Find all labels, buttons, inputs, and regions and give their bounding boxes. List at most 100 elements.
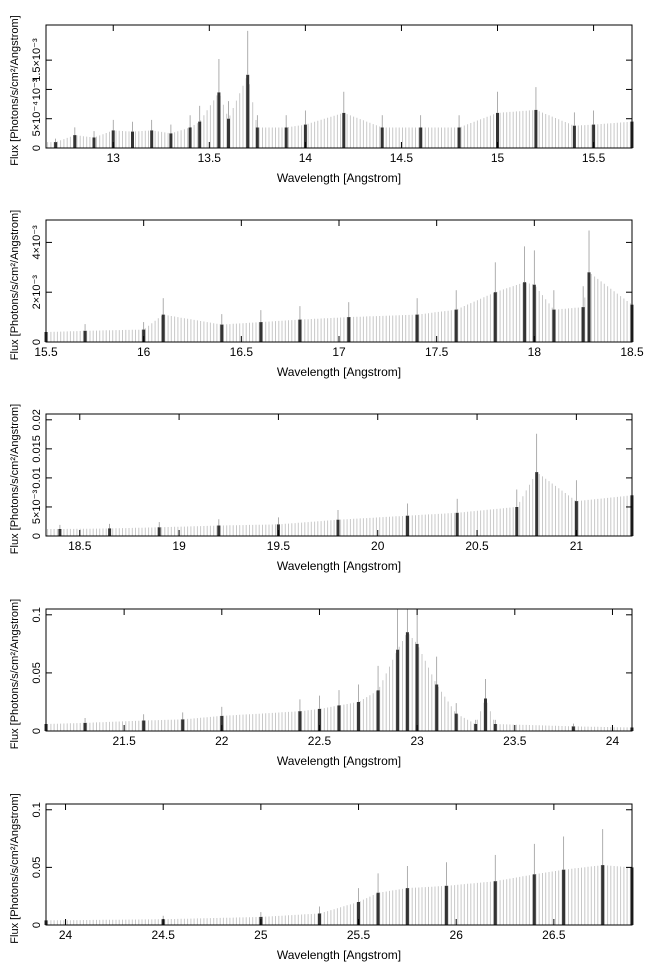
x-tick-label: 26 [450, 928, 464, 942]
data-bar [83, 722, 87, 731]
data-bar [552, 309, 556, 342]
data-bar [457, 127, 461, 148]
data-bar [535, 472, 539, 536]
data-bar [562, 869, 566, 925]
data-bar [58, 529, 62, 536]
y-tick-label: 0.05 [31, 662, 43, 683]
plot-frame [45, 608, 633, 732]
x-tick-label: 15 [491, 151, 505, 165]
x-axis-label: Wavelength [Angstrom] [277, 948, 401, 962]
data-bar [571, 726, 575, 731]
y-tick-label: 0 [31, 922, 43, 928]
data-bar [376, 892, 380, 925]
data-bar [574, 501, 578, 536]
data-bar [54, 142, 58, 148]
y-tick-label: 0 [31, 728, 43, 734]
data-bar [198, 121, 202, 148]
plot-frame [45, 24, 633, 149]
x-tick-label: 17 [332, 345, 346, 359]
y-tick-label: 0 [31, 533, 43, 539]
x-tick-label: 13.5 [198, 151, 222, 165]
model-lines [47, 473, 631, 536]
data-bar [435, 684, 439, 731]
data-bar [415, 314, 419, 342]
x-tick-label: 18.5 [68, 539, 92, 553]
data-bar [406, 515, 409, 536]
x-axis-label: Wavelength [Angstrom] [277, 754, 401, 768]
plot-frame [45, 803, 633, 926]
data-bar [220, 324, 224, 342]
chart-panel-1: 13 13.5 14 14.5 15 15.5 0 5×10⁻⁴10⁻³1.5×10⁻³ Wav… [9, 15, 634, 185]
y-axis-label: Flux [Photons/s/cm²/Angstrom] [9, 599, 21, 749]
data-bar [255, 127, 259, 148]
x-tick-label: 22 [215, 734, 229, 748]
data-bar [83, 330, 87, 342]
data-bar [493, 292, 497, 342]
x-tick-label: 16 [137, 345, 151, 359]
data-bar [376, 690, 380, 731]
data-bar [337, 705, 341, 731]
x-axis-label: Wavelength [Angstrom] [277, 365, 401, 379]
data-bar [73, 135, 77, 148]
y-tick-label: 0 [31, 339, 43, 345]
data-bar [318, 913, 321, 925]
data-bar [357, 702, 360, 731]
chart-panel-2: 15.5 16 16.5 17 17.5 18 18.5 0 2×10⁻³ 4×10⁻³ Wavel… [9, 210, 644, 379]
y-tick-label: 0.1 [31, 607, 43, 622]
x-tick-label: 21.5 [112, 734, 136, 748]
data-bar [142, 329, 146, 342]
data-bar [303, 124, 307, 148]
data-bar [157, 527, 161, 536]
data-bar [357, 902, 360, 925]
model-lines [47, 865, 631, 925]
model-lines [47, 78, 631, 148]
y-tick-label: 0.01 [31, 467, 43, 488]
y-tick-label: 5×10⁻³ [31, 490, 43, 525]
x-tick-label: 17.5 [425, 345, 449, 359]
data-bar [484, 698, 487, 731]
data-bar [405, 632, 409, 731]
data-bar [342, 112, 346, 148]
data-bar [142, 720, 146, 731]
data-bar [444, 885, 448, 925]
data-bar [493, 881, 497, 925]
y-tick-label: 2×10⁻³ [31, 275, 43, 310]
model-lines [47, 634, 631, 731]
data-bar [217, 525, 221, 536]
data-bar [415, 643, 419, 731]
y-axis-label: Flux [Photons/s/cm²/Angstrom] [9, 404, 21, 554]
y-tick-label: 5×10⁻⁴ [31, 101, 43, 137]
data-bar [587, 272, 591, 342]
y-tick-label: 0 [31, 145, 43, 151]
x-tick-label: 18 [528, 345, 542, 359]
x-tick-label: 21 [570, 539, 584, 553]
data-bar [581, 307, 585, 342]
data-bar [347, 317, 351, 342]
y-tick-label: 0.015 [31, 435, 43, 463]
plot-frame [45, 219, 633, 343]
data-bar [298, 319, 302, 342]
x-tick-label: 25.5 [347, 928, 371, 942]
x-tick-label: 15.5 [582, 151, 606, 165]
x-tick-label: 16.5 [230, 345, 254, 359]
data-bar [318, 708, 321, 731]
data-bar [419, 127, 423, 148]
x-tick-label: 19 [172, 539, 186, 553]
data-bar [298, 711, 302, 731]
x-tick-label: 13 [107, 151, 121, 165]
x-tick-label: 22.5 [308, 734, 332, 748]
data-bar [246, 74, 250, 148]
data-bar [572, 125, 576, 148]
x-axis-label: Wavelength [Angstrom] [277, 171, 401, 185]
data-bar [515, 507, 519, 536]
data-bar [259, 322, 263, 342]
x-tick-label: 23.5 [503, 734, 527, 748]
x-tick-label: 24.5 [152, 928, 176, 942]
data-bar [220, 715, 224, 731]
data-bar [454, 309, 458, 342]
data-bar [336, 519, 340, 536]
y-tick-label: 0.05 [31, 857, 43, 878]
data-bar [405, 888, 409, 925]
y-axis-label: Flux [Photons/s/cm²/Angstrom] [9, 793, 21, 943]
